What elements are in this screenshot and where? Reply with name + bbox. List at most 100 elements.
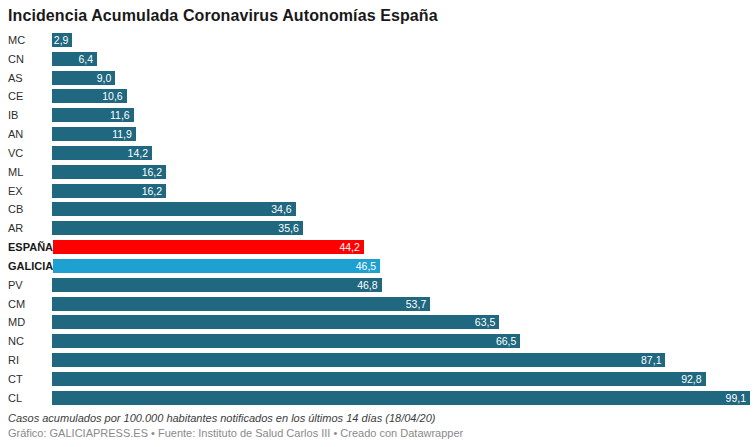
- bar: 35,6: [52, 221, 303, 235]
- bar-track: 99,1: [52, 391, 750, 405]
- bar-track: 66,5: [52, 334, 750, 348]
- bar-row: AR35,6: [8, 221, 750, 235]
- bar: 9,0: [52, 71, 115, 85]
- bar: 53,7: [52, 297, 430, 311]
- bar-row: CB 34,6: [8, 202, 750, 216]
- bar: 46,8: [52, 278, 382, 292]
- bar: 16,2: [52, 165, 166, 179]
- bar: 87,1: [52, 353, 665, 367]
- bar-label: RI: [8, 354, 52, 366]
- bar-row: CL 99,1: [8, 391, 750, 405]
- bar: 99,1: [52, 391, 750, 405]
- bar-label: VC: [8, 147, 52, 159]
- bar-row: IB 11,6: [8, 108, 750, 122]
- bar-value-label: 16,2: [142, 165, 162, 179]
- bar: 92,8: [52, 372, 706, 386]
- bar-row: GALICIA 46,5: [8, 259, 750, 273]
- bar-value-label: 99,1: [726, 391, 746, 405]
- bar-track: 10,6: [52, 89, 750, 103]
- bar-row: MC2,9: [8, 33, 750, 47]
- bar-row: RI 87,1: [8, 353, 750, 367]
- chart-footer: Casos acumulados por 100.000 habitantes …: [8, 411, 748, 441]
- bar-label: MD: [8, 316, 52, 328]
- bar-row: CN6,4: [8, 52, 750, 66]
- bar-label: GALICIA: [8, 260, 53, 272]
- bar-value-label: 16,2: [142, 184, 162, 198]
- bar-label: EX: [8, 185, 52, 197]
- bar-row: PV46,8: [8, 278, 750, 292]
- bar-label: ESPAÑA: [8, 241, 53, 253]
- bar-label: CB: [8, 203, 52, 215]
- bar-label: AS: [8, 72, 52, 84]
- bar-label: CM: [8, 298, 52, 310]
- bar-value-label: 9,0: [97, 71, 112, 85]
- bar-label: NC: [8, 335, 52, 347]
- bar-track: 35,6: [52, 221, 750, 235]
- bar-value-label: 6,4: [78, 52, 93, 66]
- bar-label: MC: [8, 34, 52, 46]
- bar: 2,9: [52, 33, 72, 47]
- bar: 10,6: [52, 89, 127, 103]
- bar-row: CE 10,6: [8, 89, 750, 103]
- bar-value-label: 2,9: [54, 33, 69, 47]
- bar: 44,2: [53, 240, 364, 254]
- bar-track: 11,9: [52, 127, 750, 141]
- bar-label: IB: [8, 109, 52, 121]
- bar-value-label: 10,6: [102, 89, 122, 103]
- bar-track: 92,8: [52, 372, 750, 386]
- bar-label: CE: [8, 90, 52, 102]
- bar-value-label: 92,8: [681, 372, 701, 386]
- bar-label: CL: [8, 392, 52, 404]
- bar-track: 16,2: [52, 165, 750, 179]
- bar: 6,4: [52, 52, 97, 66]
- bar-value-label: 14,2: [128, 146, 148, 160]
- bar-track: 87,1: [52, 353, 750, 367]
- bar-track: 53,7: [52, 297, 750, 311]
- bar-row: ML 16,2: [8, 165, 750, 179]
- bar: 11,6: [52, 108, 134, 122]
- bar: 34,6: [52, 202, 296, 216]
- bar: 11,9: [52, 127, 136, 141]
- bar-value-label: 87,1: [641, 353, 661, 367]
- bar-track: 16,2: [52, 184, 750, 198]
- bar-value-label: 34,6: [271, 202, 291, 216]
- bar-track: 11,6: [52, 108, 750, 122]
- bar-track: 34,6: [52, 202, 750, 216]
- bar-label: AR: [8, 222, 52, 234]
- bar-track: 2,9: [52, 33, 750, 47]
- bar: 66,5: [52, 334, 520, 348]
- chart-title: Incidencia Acumulada Coronavirus Autonom…: [8, 7, 438, 25]
- datawrapper-bar-chart: Incidencia Acumulada Coronavirus Autonom…: [0, 0, 756, 447]
- bar-value-label: 63,5: [475, 315, 495, 329]
- bar-label: CT: [8, 373, 52, 385]
- bar-track: 6,4: [52, 52, 750, 66]
- bar-value-label: 46,5: [356, 259, 376, 273]
- bar-row: MD 63,5: [8, 315, 750, 329]
- bar-row: CM 53,7: [8, 297, 750, 311]
- bar-label: ML: [8, 166, 52, 178]
- bar-value-label: 11,9: [112, 127, 132, 141]
- bar: 14,2: [52, 146, 152, 160]
- bar-row: CT 92,8: [8, 372, 750, 386]
- bar-row: NC 66,5: [8, 334, 750, 348]
- bar-label: AN: [8, 128, 52, 140]
- bar-value-label: 66,5: [496, 334, 516, 348]
- bar-row: ESPAÑA 44,2: [8, 240, 750, 254]
- bar: 63,5: [52, 315, 499, 329]
- bar: 46,5: [53, 259, 380, 273]
- bar-track: 14,2: [52, 146, 750, 160]
- bar-row: AN 11,9: [8, 127, 750, 141]
- bar-track: 9,0: [52, 71, 750, 85]
- bar-value-label: 46,8: [357, 278, 377, 292]
- bar-track: 63,5: [52, 315, 750, 329]
- bar-value-label: 44,2: [339, 240, 359, 254]
- bar-row: VC 14,2: [8, 146, 750, 160]
- bar-value-label: 53,7: [406, 297, 426, 311]
- bar-track: 46,5: [53, 259, 750, 273]
- bar-track: 46,8: [52, 278, 750, 292]
- bar-value-label: 11,6: [110, 108, 130, 122]
- bar-track: 44,2: [53, 240, 750, 254]
- bar: 16,2: [52, 184, 166, 198]
- footnote: Casos acumulados por 100.000 habitantes …: [8, 411, 748, 426]
- credits-line: Gráfico: GALICIAPRESS.ES • Fuente: Insti…: [8, 426, 748, 441]
